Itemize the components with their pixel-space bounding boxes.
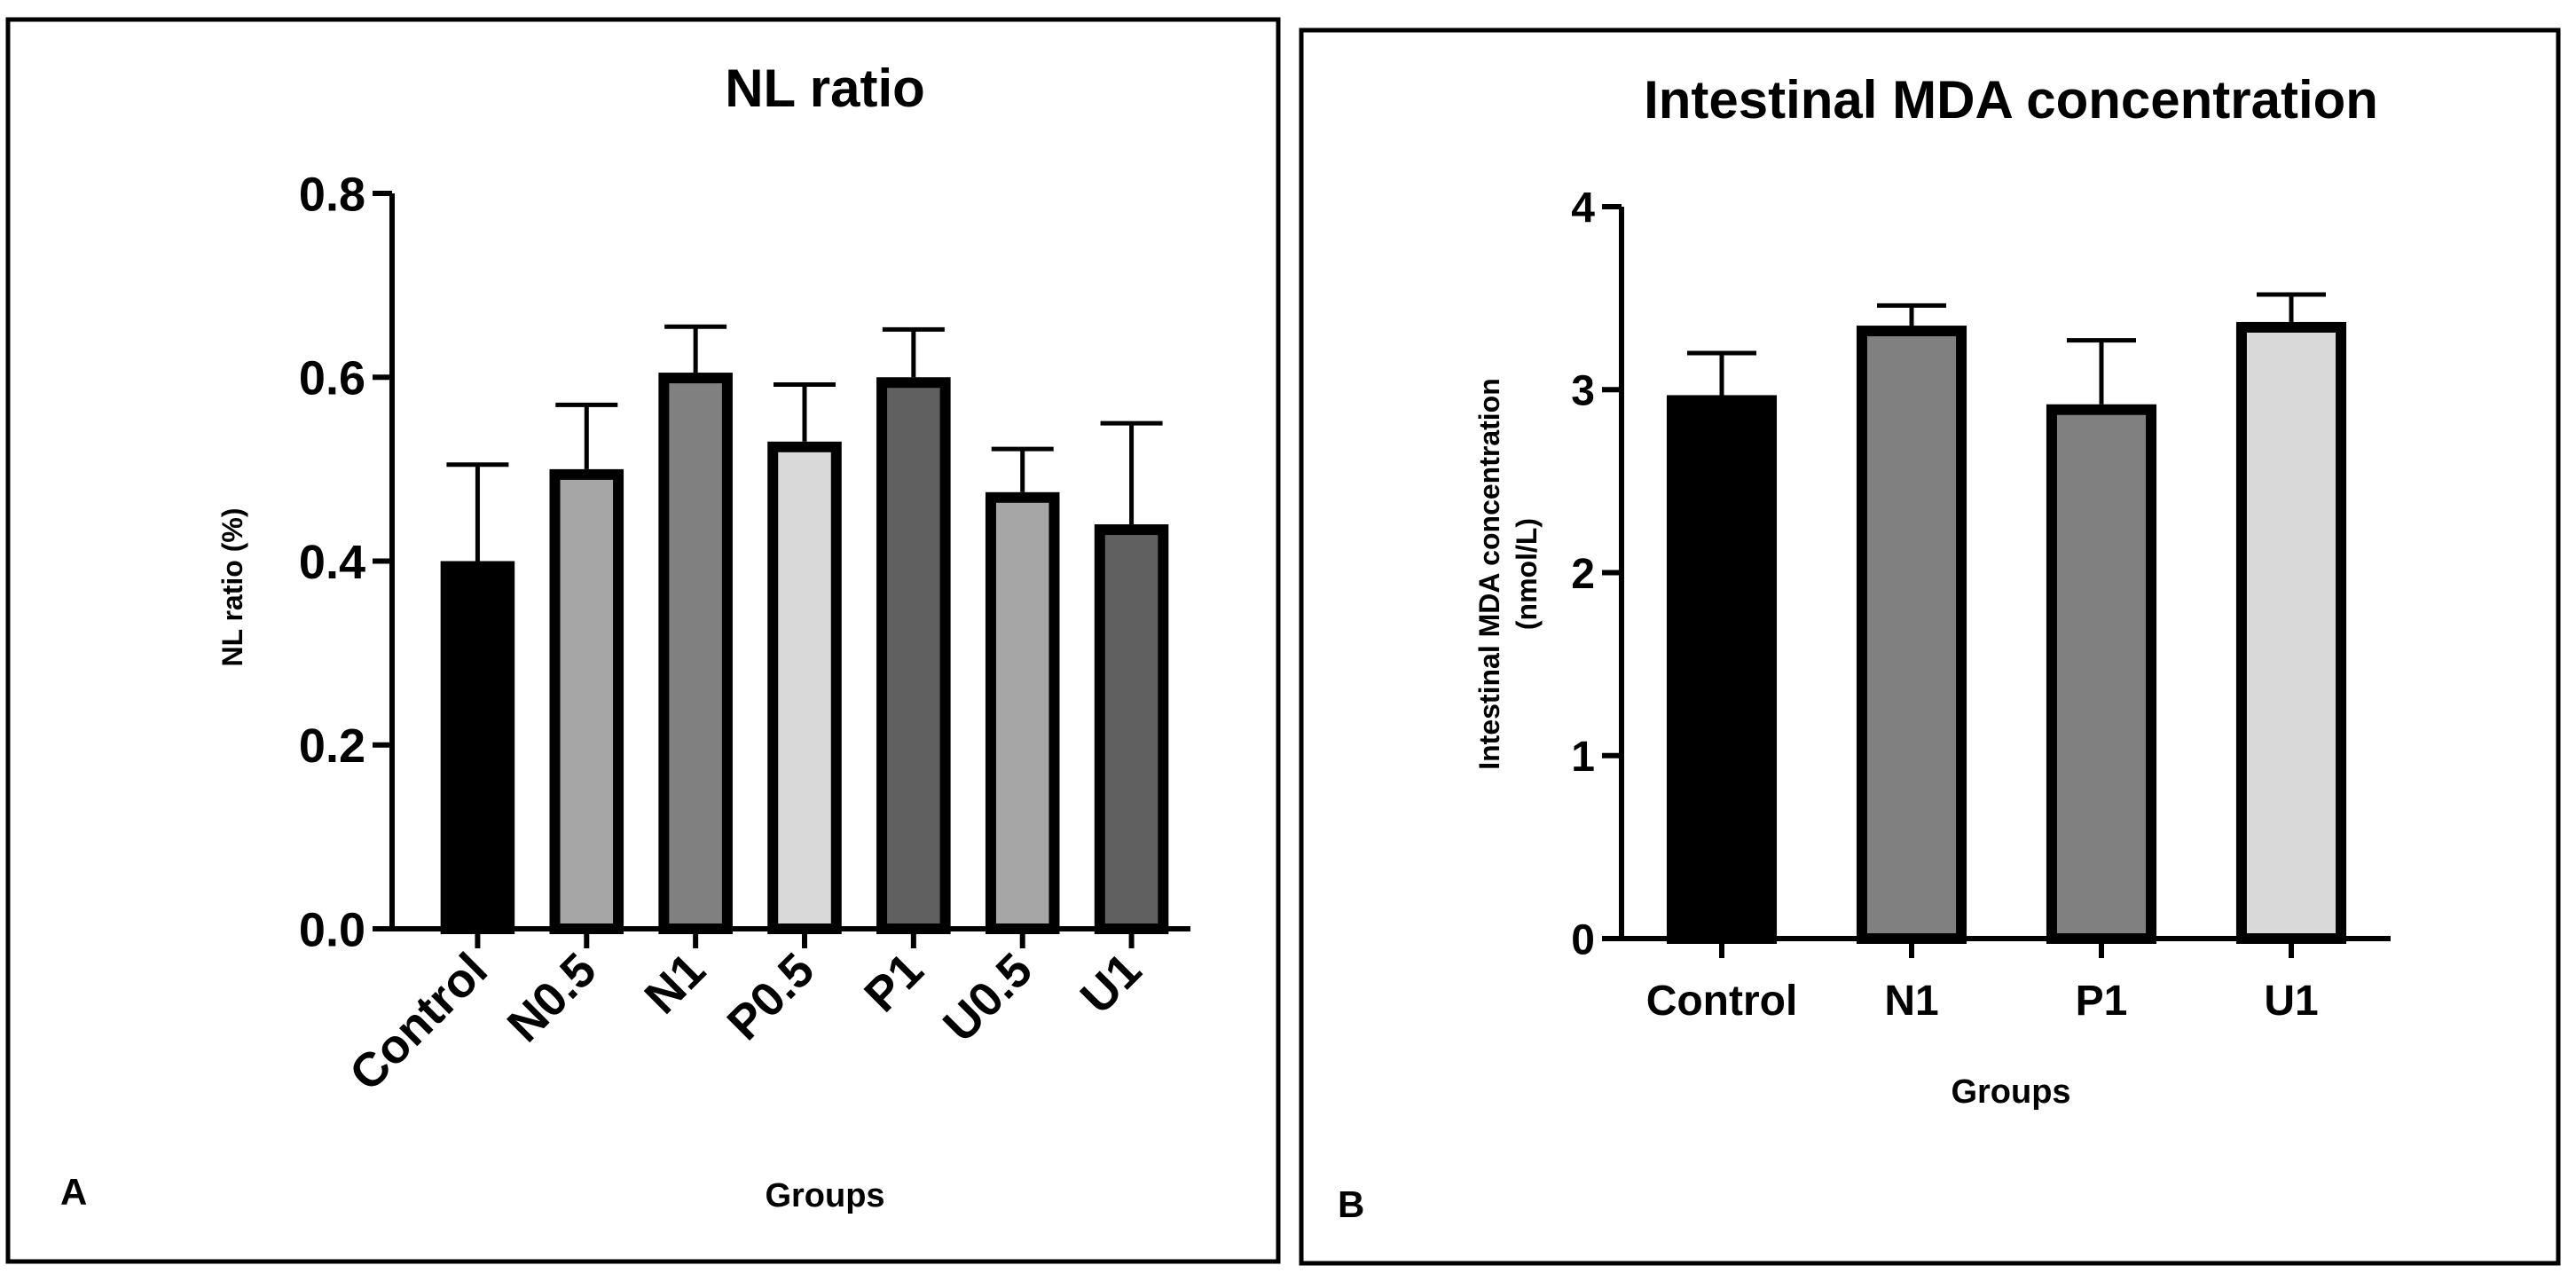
bar-U1 bbox=[1094, 524, 1169, 934]
chart-a-x-axis-label: Groups bbox=[765, 1177, 884, 1214]
bar-N0.5 bbox=[549, 468, 624, 934]
y-tick-label: 0 bbox=[1571, 916, 1595, 963]
chart-b-x-axis-label: Groups bbox=[1951, 1073, 2070, 1111]
y-tick-label: 3 bbox=[1571, 368, 1595, 415]
bar-Control bbox=[440, 561, 515, 934]
x-tick-label-U0.5: U0.5 bbox=[933, 943, 1042, 1052]
chart-b-y-axis-unit: (nmol/L) bbox=[1511, 518, 1543, 630]
chart-a-title: NL ratio bbox=[725, 59, 925, 118]
y-tick-label: 2 bbox=[1571, 551, 1595, 598]
bar-P0.5 bbox=[767, 441, 842, 935]
panel-b-frame bbox=[1299, 28, 2561, 1266]
bar-U1 bbox=[2235, 321, 2347, 944]
bar-N1 bbox=[1856, 326, 1967, 944]
chart-b-y-axis-label: Intestinal MDA concentration bbox=[1473, 378, 1505, 770]
panel-a-frame bbox=[5, 17, 1281, 1264]
x-tick-label-P1: P1 bbox=[2076, 978, 2128, 1025]
panel-b-label: B bbox=[1338, 1183, 1364, 1225]
chart-b-title: Intestinal MDA concentration bbox=[1644, 70, 2378, 130]
y-tick-label: 0.8 bbox=[299, 168, 365, 221]
x-tick-label-U1: U1 bbox=[1071, 943, 1151, 1024]
panel-a-label: A bbox=[60, 1171, 87, 1213]
x-tick-label-P0.5: P0.5 bbox=[718, 943, 825, 1050]
y-tick-label: 0.4 bbox=[299, 536, 365, 589]
bar-P1 bbox=[2046, 404, 2157, 944]
x-tick-label-U1: U1 bbox=[2264, 978, 2318, 1025]
x-tick-label-P1: P1 bbox=[854, 943, 933, 1022]
panel-b: Intestinal MDA concentration Intestinal … bbox=[1299, 28, 2561, 1266]
x-tick-label-N1: N1 bbox=[1884, 978, 1938, 1025]
x-tick-label-Control: Control bbox=[340, 943, 498, 1101]
chart-b-plot: 0 1 2 3 4 Control N1 P1 U1 bbox=[1571, 185, 2391, 1025]
x-tick-label-Control: Control bbox=[1646, 978, 1798, 1025]
y-tick-label: 4 bbox=[1571, 185, 1595, 232]
y-tick-label: 0.2 bbox=[299, 719, 365, 773]
bar-N1 bbox=[658, 373, 733, 935]
chart-a-y-axis-label: NL ratio (%) bbox=[216, 508, 248, 667]
panel-a: NL ratio NL ratio (%) Groups A 0.0 0.2 0.4… bbox=[5, 17, 1281, 1264]
bar-Control bbox=[1666, 395, 1778, 944]
x-tick-label-N1: N1 bbox=[634, 943, 715, 1024]
chart-a-plot: 0.0 0.2 0.4 0.6 0.8 Control N0.5 N1 P0.5 P1 U0.5 U1 bbox=[299, 168, 1190, 1101]
bar-P1 bbox=[876, 377, 951, 934]
y-tick-label: 1 bbox=[1571, 734, 1595, 781]
bar-U0.5 bbox=[985, 491, 1060, 934]
y-tick-label: 0.6 bbox=[299, 352, 365, 405]
y-tick-label: 0.0 bbox=[299, 903, 365, 956]
x-tick-label-N0.5: N0.5 bbox=[498, 943, 607, 1052]
